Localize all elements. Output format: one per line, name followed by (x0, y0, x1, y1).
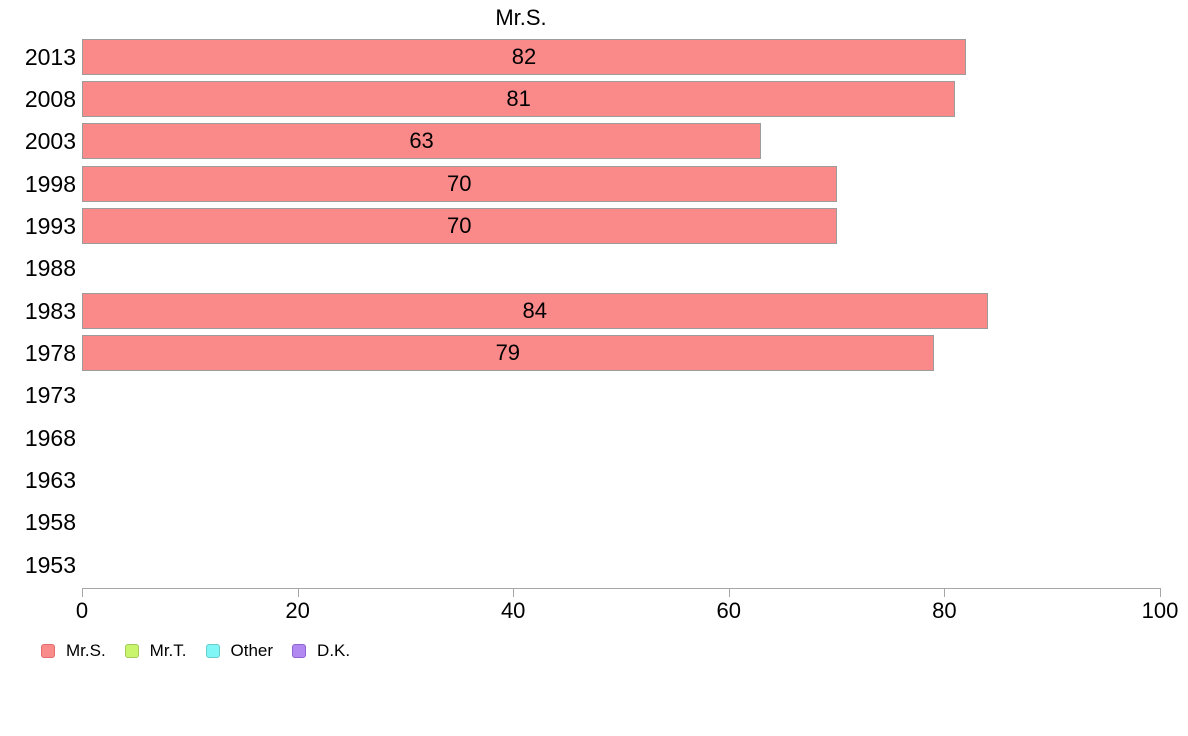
x-axis-tick-label: 60 (716, 598, 742, 623)
x-axis-tick (1160, 589, 1161, 597)
chart-title: Mr.S. (495, 5, 547, 30)
legend-label: Other (230, 641, 274, 660)
legend-swatch-icon (205, 644, 220, 658)
bar-2013: 82 (82, 38, 966, 75)
bar-value-label: 84 (522, 297, 547, 323)
legend-swatch-icon (292, 644, 307, 658)
bar-value-label: 79 (495, 340, 521, 365)
bar-1983: 84 (82, 292, 988, 329)
x-axis-tick-label: 40 (500, 598, 526, 623)
y-axis-label: 1973 (24, 382, 76, 409)
y-axis-label: 1978 (24, 340, 76, 366)
bar-1993: 70 (82, 208, 837, 245)
y-axis-label: 1958 (24, 509, 76, 536)
legend-item-dk[interactable]: D.K. (292, 641, 350, 661)
y-axis-label: 2008 (24, 86, 76, 113)
y-axis-label: 1998 (24, 170, 76, 197)
y-axis-label: 1968 (24, 424, 76, 451)
bar-value-label: 70 (447, 170, 472, 196)
legend-label: Mr.S. (66, 641, 106, 660)
bar-value-label: 82 (511, 43, 537, 69)
x-axis-tick (728, 589, 730, 597)
legend-swatch-icon (41, 644, 55, 658)
bar-value-label: 70 (447, 213, 472, 239)
x-axis-tick (82, 589, 83, 597)
y-axis-label: 1988 (24, 255, 76, 282)
x-axis-tick-label: 100 (1141, 598, 1179, 623)
legend-item-mrt[interactable]: Mr.T. (124, 641, 187, 661)
bar-value-label: 63 (409, 128, 434, 154)
y-axis-label: 1983 (24, 297, 76, 324)
legend-item-other[interactable]: Other (205, 641, 274, 661)
x-axis-line (82, 588, 1161, 589)
bar-value-label: 81 (506, 86, 531, 112)
legend-item-mrs[interactable]: Mr.S. (41, 641, 106, 661)
bar-2008: 81 (82, 81, 956, 118)
legend-label: D.K. (317, 641, 351, 660)
y-axis-label: 2003 (24, 128, 76, 155)
x-axis-tick-label: 20 (285, 598, 310, 623)
y-axis-label: 2013 (24, 43, 76, 70)
bar-1998: 70 (82, 165, 837, 202)
y-axis-label: 1993 (24, 213, 76, 240)
x-axis-tick (513, 589, 515, 597)
legend-label: Mr.T. (149, 641, 187, 660)
bar-1978: 79 (82, 335, 934, 371)
x-axis-tick (297, 589, 299, 597)
y-axis-label: 1953 (24, 551, 76, 578)
x-axis-tick-label: 0 (75, 598, 89, 623)
x-axis-tick (944, 589, 946, 597)
legend-swatch-icon (124, 644, 139, 658)
x-axis-tick-label: 80 (932, 598, 957, 623)
legend: Mr.S. Mr.T. Other D.K. (41, 641, 350, 661)
y-axis-label: 1963 (24, 467, 76, 493)
bar-2003: 63 (82, 123, 762, 160)
